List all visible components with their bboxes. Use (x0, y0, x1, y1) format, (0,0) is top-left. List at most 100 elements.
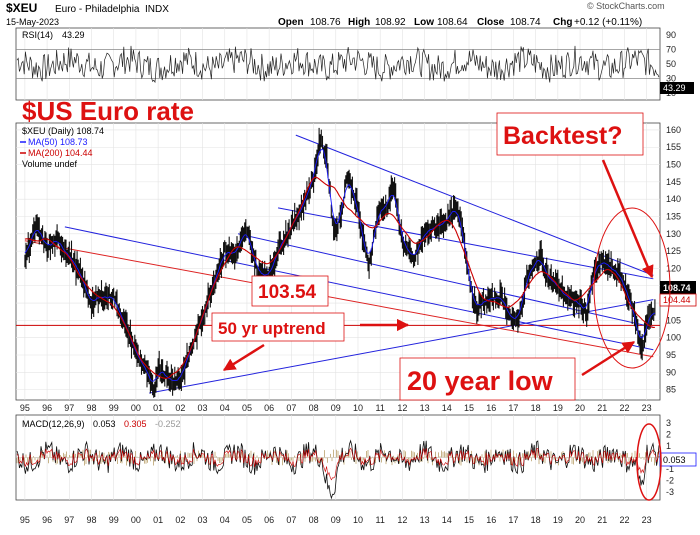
year-label-bottom: 09 (331, 515, 341, 525)
price-tick-label: 85 (666, 385, 676, 395)
macd-badge-text: 0.053 (663, 455, 686, 465)
year-label-bottom: 04 (220, 515, 230, 525)
uptrend-line (149, 299, 654, 394)
legend-symbol: $XEU (Daily) 108.74 (22, 126, 104, 136)
legend-ma50: MA(50) 108.73 (28, 137, 88, 147)
rsi-badge-text: 43.29 (663, 83, 686, 93)
chart-title: $US Euro rate (22, 96, 194, 126)
year-label-mid: 04 (220, 403, 230, 413)
chg-label: Chg (553, 17, 572, 28)
macd-value: 0.053 (93, 419, 116, 429)
year-label-bottom: 01 (153, 515, 163, 525)
chg-value: +0.12 (+0.11%) (574, 17, 642, 28)
year-label-mid: 22 (619, 403, 629, 413)
low-box (399, 357, 576, 401)
macd-tick-label: -3 (666, 487, 674, 497)
instrument-name: Euro - Philadelphia (55, 4, 140, 15)
uptrend-label: 50 yr uptrend (218, 319, 326, 338)
year-label-bottom: 12 (397, 515, 407, 525)
symbol-text: $XEU (6, 1, 37, 15)
rsi-value: 43.29 (62, 30, 85, 40)
uptrend-box (211, 312, 345, 342)
year-label-mid: 12 (397, 403, 407, 413)
backtest-label: Backtest? (503, 122, 623, 150)
year-label-mid: 02 (175, 403, 185, 413)
rsi-layer (16, 45, 660, 84)
year-label-mid: 20 (575, 403, 585, 413)
brand-text: © StockCharts.com (587, 1, 665, 11)
macd-label: MACD(12,26,9) (22, 419, 85, 429)
year-label-bottom: 00 (131, 515, 141, 525)
year-label-bottom: 08 (309, 515, 319, 525)
year-label-mid: 19 (553, 403, 563, 413)
year-label-mid: 01 (153, 403, 163, 413)
year-label-bottom: 13 (420, 515, 430, 525)
macd-tick-label: 3 (666, 418, 671, 428)
year-label-bottom: 11 (376, 515, 385, 525)
low-label: 20 year low (407, 366, 554, 396)
price-tick-label: 90 (666, 367, 676, 377)
rsi-badge (660, 82, 694, 94)
year-label-mid: 07 (286, 403, 296, 413)
price-tick-label: 125 (666, 246, 681, 256)
low-arrow (581, 340, 636, 377)
backtest-circle (593, 207, 671, 369)
rsi-line (16, 45, 660, 84)
macd-tick-label: -2 (666, 476, 674, 486)
macd-tick-label: -1 (666, 464, 674, 474)
year-label-mid: 09 (331, 403, 341, 413)
year-label-mid: 18 (531, 403, 541, 413)
price-tick-label: 135 (666, 211, 681, 221)
year-label-mid: 16 (486, 403, 496, 413)
open-label: Open (278, 17, 304, 28)
year-label-bottom: 22 (619, 515, 629, 525)
year-label-mid: 06 (264, 403, 274, 413)
backtest-box (496, 112, 644, 156)
year-label-bottom: 23 (642, 515, 652, 525)
year-label-bottom: 20 (575, 515, 585, 525)
year-label-bottom: 19 (553, 515, 563, 525)
year-label-bottom: 06 (264, 515, 274, 525)
year-label-mid: 97 (64, 403, 74, 413)
year-label-mid: 15 (464, 403, 474, 413)
year-label-bottom: 21 (597, 515, 607, 525)
uptrend-arrow (222, 343, 265, 372)
price-tick-label: 160 (666, 125, 681, 135)
backtest-arrow (601, 159, 654, 279)
year-label-mid: 98 (86, 403, 96, 413)
year-label-mid: 17 (508, 403, 518, 413)
trend-line-blue-lower (64, 226, 654, 351)
year-label-bottom: 98 (86, 515, 96, 525)
rsi-label: RSI(14) (22, 30, 53, 40)
price-badge (660, 281, 696, 294)
year-label-bottom: 95 (20, 515, 30, 525)
macd-signal: 0.305 (124, 419, 147, 429)
year-label-bottom: 07 (286, 515, 296, 525)
macd-circle (636, 423, 662, 501)
price-tick-label: 120 (666, 263, 681, 273)
macd-tick-label: 1 (666, 441, 671, 451)
year-label-bottom: 02 (175, 515, 185, 525)
year-label-bottom: 16 (486, 515, 496, 525)
ma200-badge-text: 104.44 (663, 295, 691, 305)
level-label: 103.54 (258, 282, 317, 303)
year-label-mid: 08 (309, 403, 319, 413)
level-box (251, 275, 329, 307)
year-label-bottom: 03 (198, 515, 208, 525)
year-label-bottom: 17 (508, 515, 518, 525)
legend-ma200: MA(200) 104.44 (28, 148, 93, 158)
macd-layer (16, 439, 660, 500)
trend-layer (16, 134, 660, 394)
year-label-mid: 11 (376, 403, 385, 413)
year-label-bottom: 96 (42, 515, 52, 525)
date-text: 15-May-2023 (6, 17, 59, 27)
macd-signal-line (16, 447, 660, 481)
year-label-bottom: 99 (109, 515, 119, 525)
macd-tick-label: 2 (666, 430, 671, 440)
price-tick-label: 140 (666, 194, 681, 204)
price-tick-label: 105 (666, 315, 681, 325)
rsi-tick-label: 90 (666, 30, 676, 40)
macd-badge (659, 452, 697, 467)
year-label-bottom: 15 (464, 515, 474, 525)
